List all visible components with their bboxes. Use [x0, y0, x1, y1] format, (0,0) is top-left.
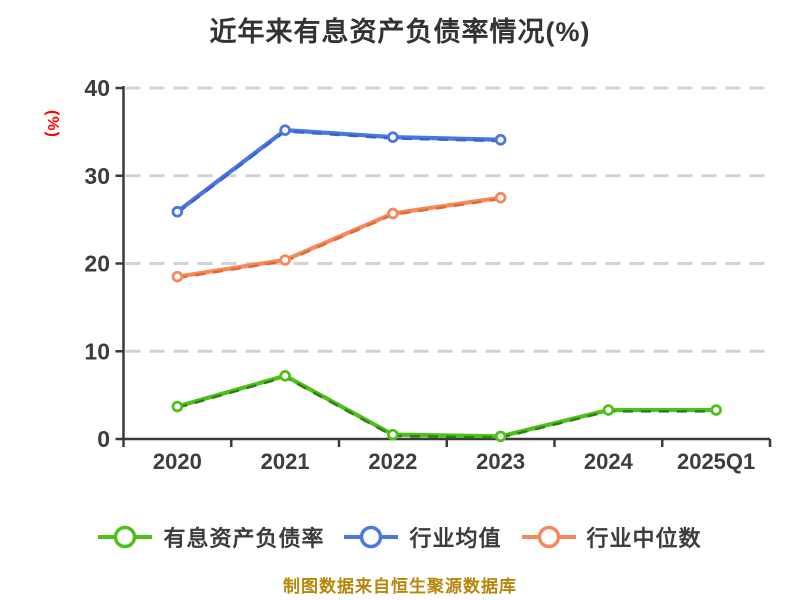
data-point-marker: [171, 400, 184, 413]
x-tick-label: 2022: [368, 449, 417, 474]
chart-title: 近年来有息资产负债率情况(%): [209, 17, 591, 47]
legend-item-orange: 行业中位数: [521, 521, 702, 553]
series-line: [175, 128, 503, 214]
series-行业中位数: [171, 191, 507, 283]
y-tick-label: 20: [84, 251, 110, 277]
x-tick-label: 2024: [584, 449, 634, 474]
series-line-dashed-overlay: [177, 197, 501, 280]
series-行业均值: [171, 124, 507, 218]
series-line-dashed-overlay: [177, 375, 717, 439]
series-line: [175, 373, 719, 439]
data-point-marker: [387, 207, 399, 220]
data-source-caption: 制图数据来自恒生聚源数据库: [283, 577, 517, 596]
legend: 有息资产负债率 行业均值 行业中位数: [0, 519, 800, 555]
legend-marker-icon: [98, 525, 153, 549]
data-point-marker: [494, 191, 507, 204]
data-point-marker: [171, 205, 184, 218]
data-point-marker: [602, 404, 615, 416]
data-point-marker: [171, 270, 184, 283]
data-point-marker: [710, 404, 722, 416]
legend-marker-icon: [344, 525, 399, 549]
x-tick-label: 2020: [153, 449, 202, 474]
y-tick-label: 10: [84, 338, 110, 364]
data-point-marker: [494, 133, 507, 146]
legend-marker-icon: [521, 525, 576, 549]
y-tick-label: 40: [84, 75, 110, 101]
legend-label: 行业中位数: [586, 526, 702, 551]
data-point-marker: [387, 131, 399, 143]
x-tick-label: 2023: [476, 449, 525, 474]
series-line-dashed-overlay: [176, 130, 501, 215]
data-point-marker: [494, 430, 507, 443]
data-point-marker: [279, 124, 291, 136]
legend-label: 有息资产负债率: [163, 526, 325, 551]
y-tick-label: 30: [84, 163, 110, 189]
y-tick-label: 0: [97, 426, 110, 452]
legend-item-blue: 行业均值: [344, 521, 501, 553]
data-point-marker: [387, 428, 399, 441]
legend-item-green: 有息资产负债率: [98, 521, 324, 553]
series-有息资产负债率: [171, 370, 722, 443]
x-tick-label: 2025Q1: [677, 449, 755, 474]
legend-label: 行业均值: [409, 526, 502, 551]
x-tick-label: 2021: [261, 449, 310, 474]
data-point-marker: [279, 254, 291, 266]
data-point-marker: [279, 370, 291, 382]
